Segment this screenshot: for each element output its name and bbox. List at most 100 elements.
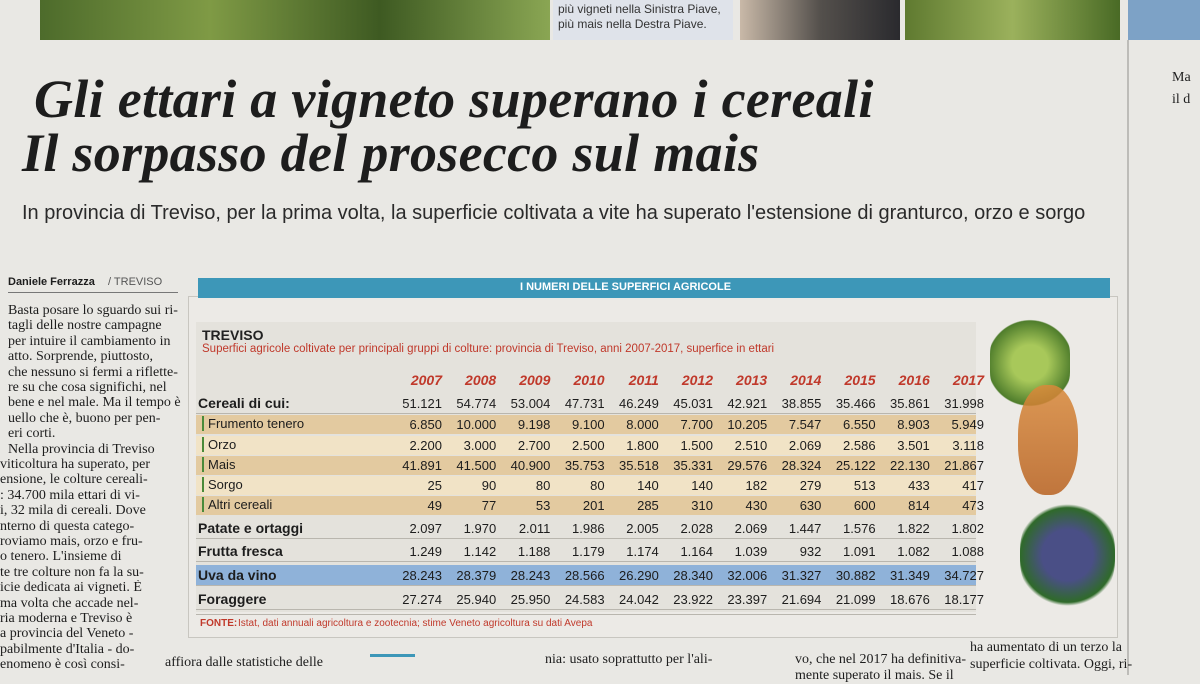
cell-value: 201 <box>582 498 605 513</box>
cell-value: 1.142 <box>463 544 497 559</box>
cell-value: 140 <box>637 478 659 493</box>
cell-value: 1.970 <box>463 521 497 536</box>
cell-value: 1.500 <box>680 438 713 453</box>
row-rule <box>196 538 976 539</box>
cell-value: 28.340 <box>673 568 713 583</box>
year-header: 2016 <box>898 372 930 388</box>
cell-value: 9.198 <box>517 417 551 432</box>
cell-value: 21.694 <box>781 592 822 607</box>
banner-title: I NUMERI DELLE SUPERFICI AGRICOLE <box>520 281 732 293</box>
headline: Gli ettari a vigneto superano i cereali <box>34 69 874 129</box>
body-text-line: vo, che nel 2017 ha definitiva- <box>795 652 967 667</box>
cell-value: 182 <box>745 478 768 493</box>
cell-value: 1.802 <box>951 521 984 536</box>
cell-value: 30.882 <box>835 568 876 583</box>
body-text-line: : 34.700 mila ettari di vi- <box>0 487 140 503</box>
cell-value: 24.583 <box>564 592 605 607</box>
sub-row-label: Orzo <box>202 437 236 452</box>
byline-place: / TREVISO <box>108 276 163 288</box>
cell-value: 42.921 <box>727 396 768 411</box>
body-text-line: enomeno è così consi- <box>0 657 125 673</box>
cell-value: 513 <box>853 478 876 493</box>
body-text-line: i, 32 mila di cereali. Dove <box>0 503 146 519</box>
banner <box>198 278 1110 298</box>
body-text-line: nia: usato soprattutto per l'ali- <box>545 652 713 667</box>
cell-value: 2.586 <box>843 438 876 453</box>
source-rule <box>196 614 976 615</box>
cell-value: 25.940 <box>456 592 497 607</box>
body-text-line: a provincia del Veneto - <box>0 626 134 642</box>
caption-box <box>553 0 733 40</box>
cell-value: 80 <box>590 478 605 493</box>
cell-value: 41.500 <box>456 458 497 473</box>
cell-value: 2.069 <box>788 438 822 453</box>
row-band <box>196 436 976 455</box>
cell-value: 600 <box>853 498 876 513</box>
cell-value: 8.000 <box>626 417 659 432</box>
year-header: 2010 <box>573 372 605 388</box>
cell-value: 3.118 <box>952 438 984 453</box>
body-text-line: o tenero. L'insieme di <box>0 549 122 565</box>
cell-value: 3.000 <box>463 438 497 453</box>
source-text: Istat, dati annuali agricoltura e zootec… <box>238 618 593 629</box>
cell-value: 23.922 <box>673 592 713 607</box>
cell-value: 2.028 <box>680 521 713 536</box>
row-label: Frutta fresca <box>198 543 283 559</box>
cell-value: 1.447 <box>788 521 822 536</box>
cell-value: 1.039 <box>734 544 768 559</box>
row-rule <box>196 609 976 610</box>
year-header: 2013 <box>736 372 768 388</box>
cell-value: 18.676 <box>890 592 930 607</box>
cell-value: 22.130 <box>890 458 930 473</box>
body-text-line: per intuire il cambiamento in <box>8 333 171 349</box>
cell-value: 7.700 <box>680 417 713 432</box>
cell-value: 45.031 <box>673 396 713 411</box>
sub-row-label: Sorgo <box>202 477 243 492</box>
cell-value: 27.274 <box>402 592 442 607</box>
cell-value: 49 <box>427 498 442 513</box>
cell-value: 430 <box>745 498 768 513</box>
cell-value: 80 <box>535 478 551 493</box>
cell-value: 1.822 <box>897 521 930 536</box>
body-text-line: te tre colture non fa la su- <box>0 564 144 580</box>
body-text-line: ha aumentato di un terzo la <box>970 640 1122 655</box>
cell-value: 1.164 <box>680 544 713 559</box>
cell-value: 1.174 <box>626 544 659 559</box>
cell-value: 2.097 <box>409 521 442 536</box>
year-header: 2012 <box>681 372 713 388</box>
row-band <box>196 476 976 495</box>
row-band <box>196 415 976 434</box>
table-place: TREVISO <box>202 327 264 343</box>
cell-value: 35.753 <box>564 458 605 473</box>
cell-value: 29.576 <box>727 458 768 473</box>
cell-value: 54.774 <box>456 396 497 411</box>
cell-value: 1.082 <box>897 544 930 559</box>
top-photo <box>40 0 550 40</box>
cell-value: 1.179 <box>572 544 605 559</box>
body-text-line: ria moderna e Treviso è <box>0 611 133 626</box>
top-photo <box>740 0 900 40</box>
year-header: 2009 <box>519 372 551 388</box>
body-text-line: mente superato il mais. Se il <box>795 668 954 683</box>
cell-value: 40.900 <box>510 458 551 473</box>
body-text-line: re su che cosa significhi, nel <box>8 380 167 395</box>
byline-rule <box>8 292 178 293</box>
body-text-line: Nella provincia di Treviso <box>8 441 155 457</box>
cell-value: 8.903 <box>897 417 930 432</box>
cell-value: 26.290 <box>619 568 659 583</box>
cell-value: 6.550 <box>843 417 876 432</box>
cell-value: 25.950 <box>510 592 551 607</box>
row-band <box>196 456 976 475</box>
cell-value: 279 <box>799 478 822 493</box>
cell-value: 2.510 <box>734 438 768 453</box>
row-label: Cereali di cui: <box>198 395 290 411</box>
body-text-line: uello che è, buono per pen- <box>8 410 161 426</box>
cell-value: 21.867 <box>944 458 984 473</box>
cell-value: 10.000 <box>456 417 497 432</box>
body-text-line: Ma <box>1172 70 1191 85</box>
body-text-line: bene e nel male. Ma il tempo è <box>8 395 181 411</box>
cell-value: 6.850 <box>409 417 442 432</box>
body-text-line: pabilmente d'Italia - do- <box>0 641 135 657</box>
cell-value: 1.800 <box>626 438 659 453</box>
